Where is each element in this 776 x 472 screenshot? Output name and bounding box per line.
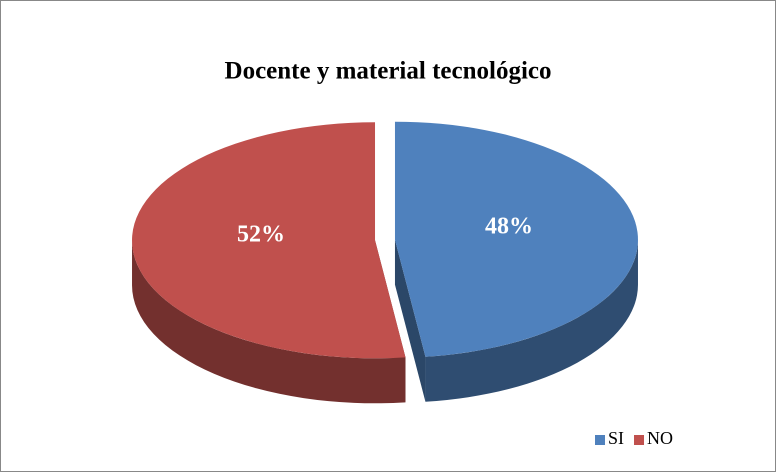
legend-swatch <box>634 435 645 445</box>
slice <box>394 121 638 357</box>
slice-side <box>425 239 638 402</box>
slice-cut-face <box>394 239 426 402</box>
chart-title: Docente y material tecnológico <box>225 58 552 85</box>
legend-label: NO <box>647 428 673 448</box>
data-label: 52% <box>237 221 285 247</box>
slice-side <box>132 240 406 404</box>
legend-label: SI <box>608 428 624 448</box>
legend-swatch <box>595 435 605 445</box>
data-label: 48% <box>485 214 533 240</box>
slice <box>132 122 406 359</box>
